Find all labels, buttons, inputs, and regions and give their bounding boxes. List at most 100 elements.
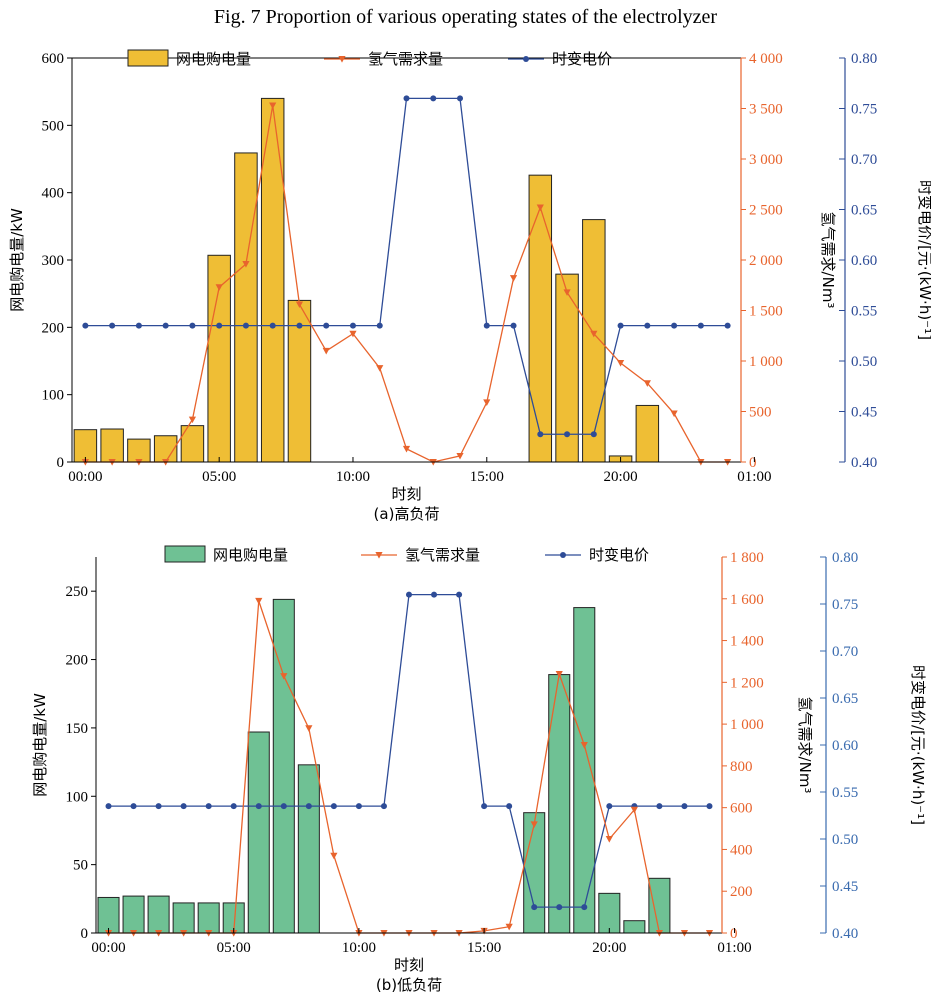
hydrogen-point	[188, 416, 197, 424]
price-tick-label: 0.70	[832, 644, 858, 660]
left-tick-label: 500	[42, 118, 65, 134]
price-point	[180, 803, 187, 810]
legend-hydrogen-label: 氢气需求量	[368, 50, 443, 68]
price-point	[205, 803, 212, 810]
hydrogen-point	[530, 821, 538, 828]
x-tick-label: 05:00	[202, 469, 236, 485]
left-tick-label: 0	[57, 455, 65, 471]
price-point	[564, 431, 571, 438]
hydrogen-point	[242, 261, 250, 268]
price-point	[255, 803, 262, 810]
price-point	[697, 322, 704, 329]
hydrogen-point	[349, 330, 357, 338]
left-tick-label: 0	[81, 926, 89, 942]
x-tick-label: 10:00	[342, 940, 376, 956]
price-point	[323, 322, 330, 329]
x-tick-label: 10:00	[336, 469, 370, 485]
price-point	[724, 322, 731, 329]
price-point	[644, 322, 651, 329]
left-axis-title: 网电购电量/kW	[8, 208, 26, 312]
hydrogen-tick-label: 4 000	[749, 51, 783, 67]
legend-price-marker	[560, 552, 566, 558]
hydrogen-point	[483, 399, 491, 407]
left-tick-label: 150	[66, 721, 89, 737]
hydrogen-point	[670, 410, 678, 418]
price-tick-label: 0.55	[832, 785, 858, 801]
figure-title: Fig. 7 Proportion of various operating s…	[213, 6, 718, 28]
x-axis-title: 时刻	[391, 485, 421, 503]
legend-grid-label: 网电购电量	[176, 50, 251, 68]
hydrogen-point	[330, 852, 338, 860]
price-point	[189, 322, 196, 329]
hydrogen-tick-label: 1 500	[749, 304, 783, 320]
hydrogen-point	[376, 365, 384, 372]
grid-purchase-bar	[247, 731, 270, 934]
left-tick-label: 200	[42, 320, 65, 336]
price-point	[706, 803, 713, 810]
grid-purchase-bar	[197, 902, 220, 934]
price-axis-title: 时变电价/[元·(kW·h)⁻¹]	[909, 665, 927, 825]
left-tick-label: 100	[66, 789, 89, 805]
hydrogen-series-line	[85, 105, 728, 463]
hydrogen-tick-label: 1 400	[730, 634, 764, 650]
price-point	[481, 803, 488, 810]
legend-bar-swatch	[164, 545, 206, 563]
price-point	[296, 322, 303, 329]
x-tick-label: 05:00	[217, 940, 251, 956]
hydrogen-tick-label: 1 000	[730, 717, 764, 733]
grid-purchase-bar	[147, 895, 170, 934]
left-tick-label: 100	[42, 388, 65, 404]
hydrogen-point	[509, 275, 518, 282]
hydrogen-axis-title: 氢气需求/Nm³	[819, 212, 837, 309]
grid-purchase-bar	[297, 764, 320, 934]
price-point	[376, 322, 383, 329]
grid-purchase-bar	[582, 219, 606, 463]
grid-purchase-bar	[648, 877, 671, 934]
price-point	[431, 591, 438, 598]
price-point	[656, 803, 663, 810]
hydrogen-axis-title: 氢气需求/Nm³	[796, 697, 814, 794]
hydrogen-point	[605, 836, 613, 843]
grid-purchase-bar	[272, 598, 295, 934]
hydrogen-tick-label: 800	[730, 759, 753, 775]
hydrogen-point	[215, 284, 223, 291]
legend-price-label: 时变电价	[589, 546, 649, 564]
legend-grid-label: 网电购电量	[213, 546, 288, 564]
price-point	[305, 803, 312, 810]
hydrogen-point	[505, 923, 513, 931]
legend-hydrogen-marker	[338, 56, 346, 63]
price-point	[403, 95, 410, 102]
hydrogen-tick-label: 500	[749, 405, 772, 421]
hydrogen-point	[305, 725, 313, 732]
hydrogen-tick-label: 600	[730, 801, 753, 817]
price-tick-label: 0.45	[832, 879, 858, 895]
price-point	[269, 322, 276, 329]
x-axis-title: 时刻	[394, 956, 424, 974]
hydrogen-tick-label: 2 000	[749, 253, 783, 269]
chart-low-load: 0 50 100 150 200 250 0 200 400 600 800 1 000 1 200 1 …	[31, 545, 927, 992]
legend-price-marker	[523, 56, 529, 62]
chart-subtitle: (b)低负荷	[376, 976, 442, 992]
x-tick-label: 00:00	[91, 940, 125, 956]
hydrogen-tick-label: 400	[730, 842, 753, 858]
x-tick-label: 01:00	[717, 940, 751, 956]
grid-purchase-bar	[548, 674, 571, 934]
legend-hydrogen-marker	[375, 552, 383, 559]
price-point	[242, 322, 249, 329]
chart-high-load: 0 100 200 300 400 500 600 0 500 1 000 1 500 2 000 2 …	[8, 49, 931, 523]
price-point	[330, 803, 337, 810]
hydrogen-point	[295, 301, 304, 309]
price-point	[109, 322, 116, 329]
price-tick-label: 0.60	[851, 253, 877, 269]
price-point	[406, 591, 412, 598]
hydrogen-point	[590, 330, 598, 338]
price-point	[82, 322, 89, 329]
price-point	[349, 322, 356, 329]
price-tick-label: 0.65	[832, 691, 858, 707]
hydrogen-tick-label: 1 600	[730, 592, 764, 608]
price-point	[681, 803, 688, 810]
grid-purchase-bar	[523, 812, 546, 934]
price-tick-label: 0.50	[832, 832, 858, 848]
hydrogen-point	[563, 289, 571, 296]
grid-purchase-bar	[172, 902, 195, 934]
